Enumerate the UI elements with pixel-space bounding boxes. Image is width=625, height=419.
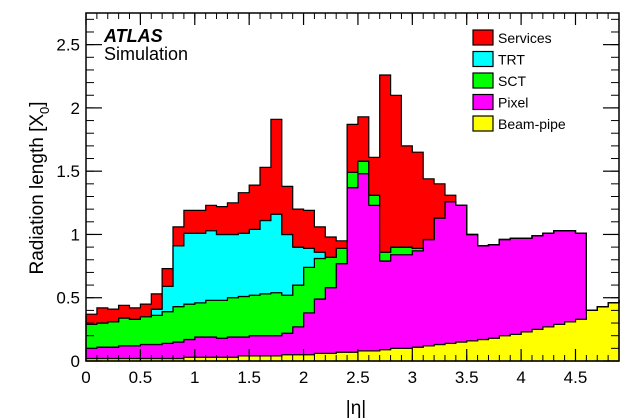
experiment-sublabel: Simulation [104,44,188,64]
y-tick-label: 0.5 [56,289,80,308]
y-axis-title-text: Radiation length [X0] [27,101,52,274]
x-axis-title: |η| [346,398,366,419]
plot-frame [85,12,620,362]
legend-swatch-beam-pipe [472,115,494,132]
x-tick-label: 4 [516,368,525,387]
legend-label-services: Services [498,30,552,46]
x-tick-label: 3 [408,368,417,387]
legend-swatch-sct [472,72,494,89]
y-axis-title-end: ] [27,101,48,106]
y-axis-title-main: Radiation length [X [27,114,48,275]
tick-labels: 0 0.5 1 1.5 2 2.5 3 3.5 4 4.5 0 0.5 1 1.5 2 2.5 [56,36,587,387]
experiment-label: ATLAS [103,26,163,46]
y-tick-label: 0 [71,352,80,371]
x-tick-label: 0.5 [129,368,153,387]
y-tick-label: 1 [71,225,80,244]
x-tick-label: 2.5 [346,368,370,387]
y-tick-label: 1.5 [56,162,80,181]
x-tick-label: 1.5 [237,368,261,387]
legend-label-trt: TRT [498,52,525,68]
y-tick-label: 2 [71,99,80,118]
x-tick-label: 4.5 [564,368,588,387]
legend-swatch-services [472,29,494,46]
legend-label-pixel: Pixel [498,95,528,111]
y-axis-title: Radiation length [X0] [27,101,52,274]
x-tick-label: 3.5 [455,368,479,387]
legend: Services TRT SCT Pixel Beam-pipe [472,29,566,132]
legend-swatch-pixel [472,93,494,111]
y-tick-label: 2.5 [56,36,80,55]
legend-swatch-trt [472,50,494,68]
legend-label-sct: SCT [498,73,526,89]
x-tick-label: 1 [190,368,199,387]
stacked-areas [85,74,620,362]
axis-ticks [85,13,620,362]
x-tick-label: 0 [81,368,90,387]
x-tick-label: 2 [299,368,308,387]
legend-label-beam-pipe: Beam-pipe [498,116,566,132]
y-axis-title-subscript: 0 [37,107,52,114]
